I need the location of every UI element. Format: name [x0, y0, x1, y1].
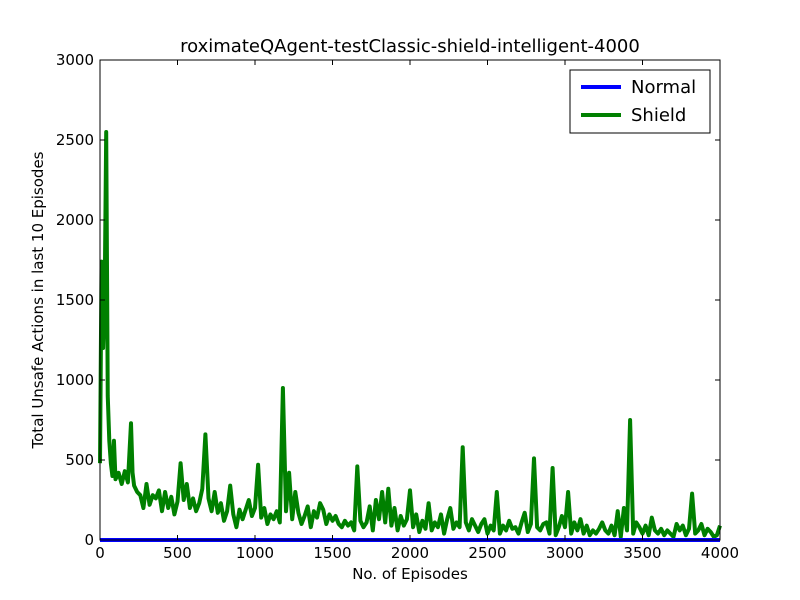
x-tick-label: 2500	[468, 544, 506, 562]
legend-label-normal: Normal	[631, 77, 696, 98]
y-tick-label: 1500	[56, 291, 94, 309]
x-tick-label: 4000	[701, 544, 739, 562]
legend-box	[569, 69, 711, 134]
y-axis-label: Total Unsafe Actions in last 10 Episodes	[29, 151, 47, 449]
y-tick-label: 500	[65, 451, 94, 469]
chart-title: roximateQAgent-testClassic-shield-intell…	[180, 36, 640, 57]
y-tick-label: 3000	[56, 51, 94, 69]
x-tick-label: 3000	[546, 544, 584, 562]
series-line-shield	[98, 130, 722, 539]
x-axis-ticks: 0 500 1000 1500 2000 2500 3000 3500 4000	[95, 60, 739, 562]
y-tick-label: 2500	[56, 131, 94, 149]
y-tick-label: 2000	[56, 211, 94, 229]
x-tick-label: 1500	[313, 544, 351, 562]
y-tick-label: 0	[84, 531, 94, 549]
y-axis-ticks: 0 500 1000 1500 2000 2500 3000	[56, 51, 720, 549]
x-tick-label: 3500	[623, 544, 661, 562]
legend: Normal Shield	[569, 69, 711, 134]
legend-label-shield: Shield	[631, 105, 686, 126]
x-tick-label: 500	[163, 544, 192, 562]
x-tick-label: 2000	[391, 544, 429, 562]
x-axis-label: No. of Episodes	[352, 565, 468, 583]
y-tick-label: 1000	[56, 371, 94, 389]
x-tick-label: 1000	[236, 544, 274, 562]
plot-lines	[98, 130, 722, 542]
x-tick-label: 0	[95, 544, 105, 562]
